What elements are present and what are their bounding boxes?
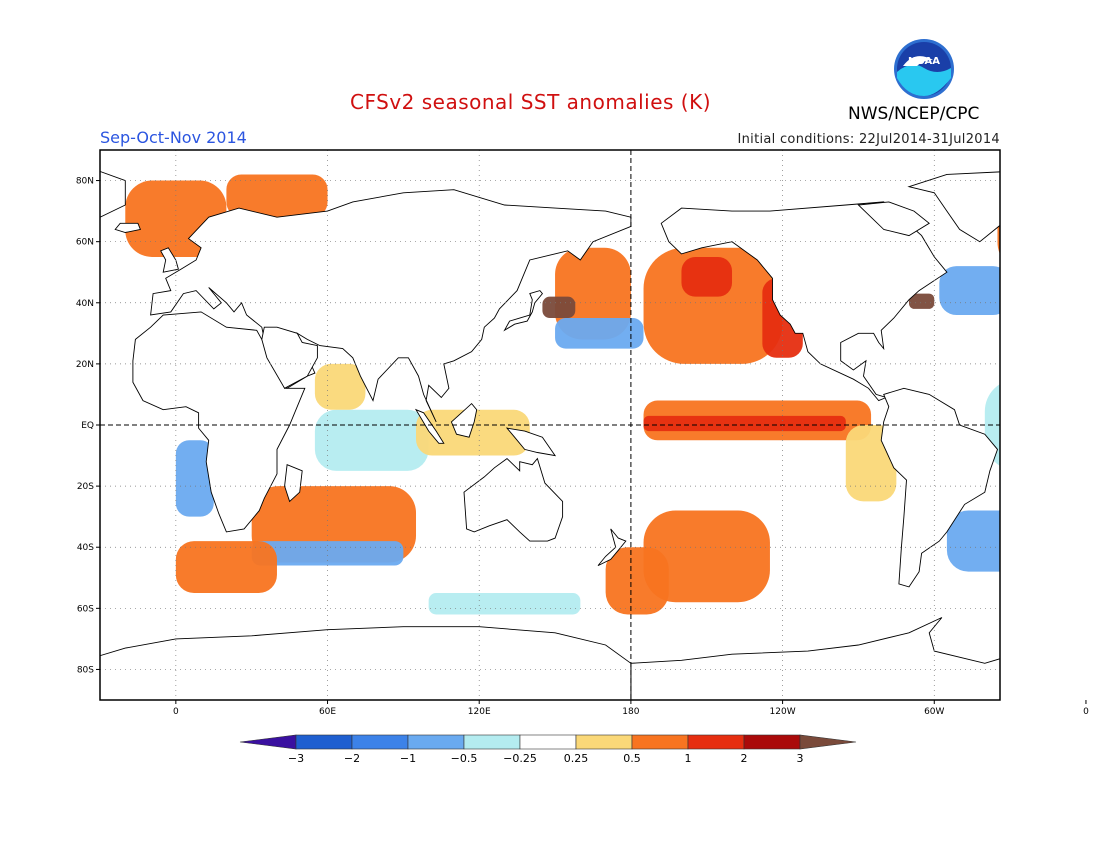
- colorbar: −3 −2 −1 −0.5 −0.25 0.25 0.5 1 2 3: [239, 734, 857, 765]
- anomaly-region-gulf-stream-core: [908, 293, 935, 309]
- anomaly-region-north-pacific-cool: [555, 318, 644, 349]
- colorbar-segment: [407, 734, 465, 750]
- lat-tick-label: 20N: [76, 360, 94, 370]
- landmass-antarctica: [630, 617, 1000, 700]
- lat-tick-label: 80N: [76, 177, 94, 187]
- anomaly-region-north-atlantic-cool: [939, 266, 1000, 315]
- colorbar-tick-label: −2: [344, 752, 360, 765]
- colorbar-segment: [575, 734, 633, 750]
- colorbar-tick-label: −1: [400, 752, 416, 765]
- colorbar-segment: [631, 734, 689, 750]
- colorbar-tick-label: −0.25: [503, 752, 537, 765]
- lat-tick-label: 60N: [76, 238, 94, 248]
- landmass-iceland-wrap: [1025, 223, 1050, 232]
- landmass-australia: [463, 457, 564, 542]
- lat-tick-label: 40N: [76, 299, 94, 309]
- landmass-uk: [160, 247, 179, 273]
- landmass-iceland: [114, 222, 142, 233]
- colorbar-segment: [463, 734, 521, 750]
- agency-label: NWS/NCEP/CPC: [848, 104, 980, 124]
- noaa-logo-icon: NOAA: [894, 39, 954, 99]
- anomaly-region-tropical-atlantic-cool: [984, 383, 1000, 467]
- anomaly-region-barents-warm: [226, 174, 328, 218]
- anomaly-region-nw-pacific-warm: [555, 247, 631, 340]
- lon-tick-label: 60E: [319, 707, 336, 717]
- lon-tick-label: 60W: [924, 707, 944, 717]
- landmass-uk-wrap: [1071, 248, 1089, 272]
- anomaly-region-ne-pacific-core: [681, 256, 733, 297]
- anomaly-region-indian-ocean-cool: [314, 409, 429, 471]
- lon-tick-label: 120W: [770, 707, 796, 717]
- landmass-eurasia: [150, 189, 632, 423]
- anomaly-region-ne-pacific-warm: [643, 247, 783, 364]
- lat-tick-label: 60S: [77, 604, 94, 614]
- lat-tick-label: 40S: [77, 543, 94, 553]
- anomaly-region-kuroshio-core: [542, 296, 576, 319]
- anomaly-region-southern-ocean-warm: [175, 541, 277, 594]
- anomaly-region-south-pacific-warm-2: [605, 547, 669, 615]
- landmass-greenland-wrap: [100, 170, 126, 218]
- colorbar-segment: [743, 734, 801, 750]
- lon-tick-label: 0: [173, 707, 179, 717]
- landmass-antarctica-wrap: [100, 626, 632, 700]
- landmass-africa: [132, 311, 306, 533]
- landmass-eurasia-wrap: [1061, 190, 1100, 422]
- landmass-new-guinea: [505, 427, 557, 457]
- landmass-arabia-fill: [261, 326, 318, 389]
- colorbar-tick-label: 0.25: [564, 752, 589, 765]
- lon-tick-label: 0: [1083, 707, 1089, 717]
- colorbar-tick-label: 2: [741, 752, 748, 765]
- anomaly-region-south-pacific-warm: [643, 510, 770, 603]
- colorbar-segment: [687, 734, 745, 750]
- colorbar-tick-label: 0.5: [623, 752, 641, 765]
- colorbar-max-arrow: [799, 734, 857, 750]
- anomaly-region-equatorial-pacific-core: [643, 415, 846, 432]
- colorbar-tick-label: 3: [797, 752, 804, 765]
- colorbar-segment: [295, 734, 353, 750]
- lat-tick-label: 20S: [77, 482, 94, 492]
- anomaly-region-south-atlantic-cool: [946, 510, 1000, 572]
- lat-tick-label: EQ: [81, 421, 94, 431]
- colorbar-min-arrow: [239, 734, 297, 750]
- colorbar-tick-label: −3: [288, 752, 304, 765]
- anomaly-region-maritime-continent-warm: [416, 409, 530, 456]
- landmass-japan: [503, 290, 543, 332]
- initial-conditions-label: Initial conditions: 22Jul2014-31Jul2014: [737, 132, 1000, 147]
- season-label: Sep-Oct-Nov 2014: [100, 128, 247, 147]
- landmass-north-america-wrap: [0, 202, 37, 401]
- landmass-africa-wrap: [1043, 312, 1100, 532]
- lon-tick-label: 180: [622, 707, 639, 717]
- anomaly-region-antarctic-cool: [428, 593, 581, 615]
- colorbar-tick-label: −0.5: [451, 752, 478, 765]
- landmass-borneo: [450, 402, 478, 438]
- landmass-greenland: [907, 171, 1000, 243]
- anomaly-region-benguela-cool: [175, 440, 214, 517]
- colorbar-segment: [351, 734, 409, 750]
- landmass-madagascar: [284, 464, 303, 503]
- map-title: CFSv2 seasonal SST anomalies (K): [350, 90, 711, 114]
- lon-tick-label: 120E: [468, 707, 491, 717]
- colorbar-segment: [519, 734, 577, 750]
- landmass-baffin-wrap: [0, 202, 19, 236]
- colorbar-tick-label: 1: [685, 752, 692, 765]
- lat-tick-label: 80S: [77, 665, 94, 675]
- landmass-north-america: [660, 201, 948, 402]
- landmass-baffin: [857, 201, 930, 237]
- anomaly-region-north-atlantic-warm: [997, 204, 1000, 255]
- landmass-sumatra: [414, 408, 445, 444]
- landmass-south-america-wrap: [0, 388, 87, 587]
- svg-text:NOAA: NOAA: [908, 56, 940, 67]
- coastlines: [0, 170, 1100, 700]
